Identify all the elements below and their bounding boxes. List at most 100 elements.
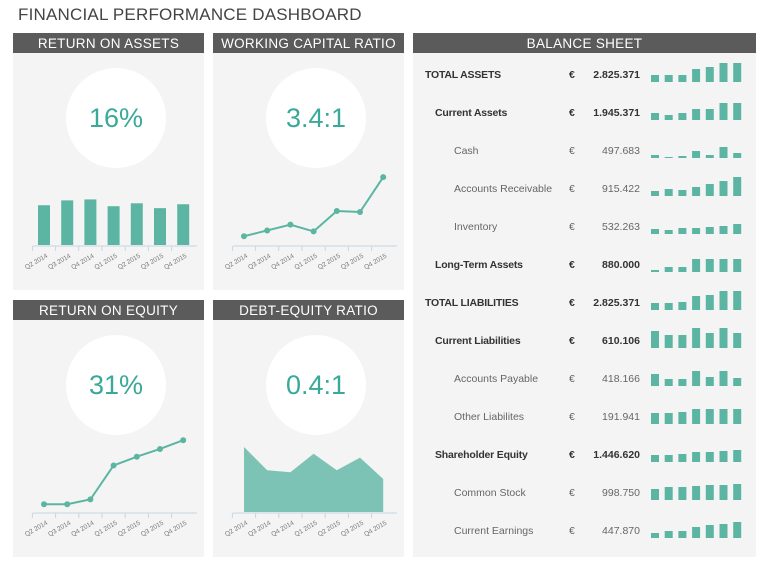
sparkline-bar [692,187,701,196]
sparkline [651,177,742,196]
sparkline-bar [678,412,687,424]
sparkline-bar [678,228,687,234]
sparkline [651,224,742,234]
row-value: 915.422 [602,183,640,195]
sparkline-bar [733,224,742,234]
balance-row: Inventory € 532.263 [413,218,756,238]
sparkline-bar [651,229,659,234]
x-tick-label: Q4 2014 [270,252,295,271]
sparkline-bar [733,450,742,462]
x-tick-label: Q4 2015 [163,252,188,271]
sparkline-bar [692,486,701,500]
sparkline-bar [692,452,701,462]
sparkline-bar [651,489,659,500]
sparkline-bar [651,455,659,462]
row-value: 1.446.620 [593,449,640,461]
kpi-value: 16% [66,68,166,168]
sparkline-bar [678,75,687,82]
sparkline-bar [678,379,687,386]
sparkline-bar [705,525,714,538]
row-value: 998.750 [602,487,640,499]
sparkline-bar [705,295,714,310]
sparkline-bar [678,156,687,158]
balance-row: Accounts Payable € 418.166 [413,370,756,390]
row-label: Current Liabilities [435,335,521,347]
return-on-equity-panel: RETURN ON EQUITY 31% Q2 2014 Q3 2014 Q4 20… [13,300,204,557]
bar [107,206,120,245]
sparkline-bar [705,485,714,500]
sparkline-bar [664,303,673,310]
row-value: 880.000 [602,259,640,271]
sparkline [651,522,742,538]
currency-symbol: € [569,69,575,81]
working-capital-ratio-panel: WORKING CAPITAL RATIO 3.4:1 Q2 2014 Q3 20… [213,33,404,290]
sparkline-bar [664,487,673,500]
sparkline-bar [664,335,673,348]
x-tick-label: Q3 2014 [247,252,272,271]
sparkline [651,450,742,462]
sparkline [651,291,742,310]
x-tick-label: Q1 2015 [94,519,119,538]
panel-header: DEBT-EQUITY RATIO [213,300,404,320]
sparkline-bar [678,302,687,310]
currency-symbol: € [569,183,575,195]
sparkline-bar [651,413,659,424]
data-point [287,221,294,228]
sparkline [651,259,742,272]
currency-symbol: € [569,259,575,271]
sparkline-bar [692,228,701,234]
sparkline-bar [705,155,714,158]
x-tick-label: Q4 2014 [70,519,95,538]
x-tick-label: Q3 2014 [47,252,72,271]
sparkline-bar [678,335,687,348]
row-label: Common Stock [454,487,526,499]
balance-row: Current Assets € 1.945.371 [413,103,756,124]
sparkline-bar [664,413,673,424]
x-tick-label: Q2 2014 [24,519,49,538]
currency-symbol: € [569,373,575,385]
sparkline-bar [733,484,742,500]
sparkline-bar [678,454,687,462]
kpi-value: 31% [66,335,166,435]
data-point [87,496,94,503]
data-point [264,227,271,234]
sparkline-bar [664,531,673,538]
sparkline-bar [719,181,728,196]
sparkline-bar [692,409,701,424]
sparkline-bar [651,270,659,272]
currency-symbol: € [569,221,575,233]
bar [61,200,74,245]
sparkline-bar [733,259,742,272]
series-line [243,176,385,238]
sparkline-bar [651,331,659,348]
balance-row: Shareholder Equity € 1.446.620 [413,446,756,466]
sparkline-bar [733,63,742,82]
row-label: Shareholder Equity [435,449,528,461]
sparkline-bar [692,259,701,272]
sparkline-bar [678,190,687,196]
return-on-assets-panel: RETURN ON ASSETS 16% Q2 2014 Q3 2014 Q4 20… [13,33,204,290]
row-label: Accounts Receivable [454,183,553,195]
data-point [241,233,247,240]
data-point [41,501,47,508]
dashboard-title: FINANCIAL PERFORMANCE DASHBOARD [18,5,362,24]
row-label: Current Assets [435,107,508,119]
sparkline-bar [705,377,714,386]
sparkline-bar [733,291,742,310]
row-label: TOTAL LIABILITIES [425,297,519,309]
balance-row: TOTAL LIABILITIES € 2.825.371 [413,291,756,314]
panel-header: RETURN ON ASSETS [13,33,204,53]
x-tick-label: Q2 2015 [117,252,142,271]
sparkline-bar [719,291,728,310]
sparkline-bar [692,109,701,120]
data-point [110,462,117,469]
data-point [333,208,340,215]
balance-row: Long-Term Assets € 880.000 [413,256,756,276]
sparkline [651,484,742,500]
row-label: Other Liabilites [454,411,525,423]
sparkline-bar [664,115,673,120]
sparkline [651,371,742,386]
balance-row: Cash € 497.683 [413,142,756,162]
